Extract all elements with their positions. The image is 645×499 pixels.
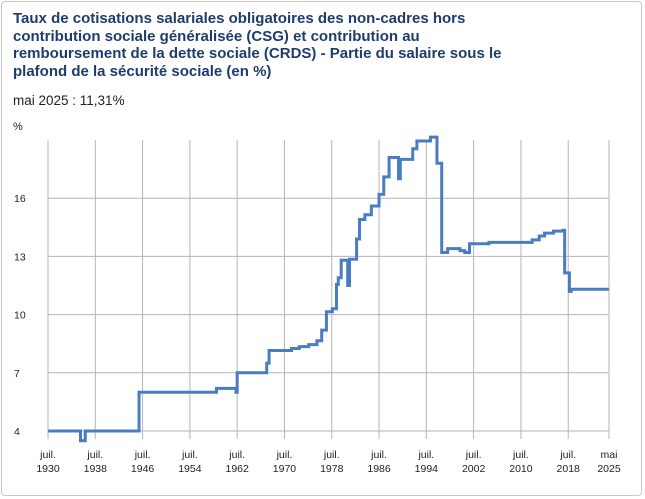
x-tick-label-month: mai <box>601 449 618 461</box>
x-tick-label-month: juil. <box>39 449 56 461</box>
x-tick-label-year: 2002 <box>462 463 486 475</box>
x-tick-label-year: 1938 <box>84 463 108 475</box>
x-tick-label-month: juil. <box>181 449 198 461</box>
y-tick-label: 16 <box>14 193 26 205</box>
x-tick-label-year: 2018 <box>557 463 581 475</box>
x-tick-label-year: 1954 <box>178 463 202 475</box>
x-tick-label-month: juil. <box>512 449 529 461</box>
x-tick-label-year: 1962 <box>225 463 249 475</box>
x-tick-label-year: 1946 <box>131 463 155 475</box>
y-tick-label: 7 <box>14 368 20 380</box>
x-tick-label-year: 2010 <box>509 463 533 475</box>
x-tick-label-year: 1978 <box>320 463 344 475</box>
x-tick-label-year: 1930 <box>36 463 60 475</box>
x-tick-label-month: juil. <box>370 449 387 461</box>
y-axis-unit: % <box>13 121 23 133</box>
chart-title: Taux de cotisations salariales obligatoi… <box>13 10 502 80</box>
y-tick-label: 10 <box>14 310 26 322</box>
x-tick-label-year: 1986 <box>367 463 391 475</box>
x-tick-label-year: 1970 <box>273 463 297 475</box>
y-tick-label: 13 <box>14 251 26 263</box>
x-tick-label-month: juil. <box>323 449 340 461</box>
y-tick-label: 4 <box>14 426 20 438</box>
x-tick-label-month: juil. <box>228 449 245 461</box>
x-tick-label-month: juil. <box>86 449 103 461</box>
x-tick-label-month: juil. <box>276 449 293 461</box>
x-tick-label-year: 1994 <box>415 463 439 475</box>
x-tick-label-year: 2025 <box>597 463 621 475</box>
chart-subtitle: mai 2025 : 11,31% <box>13 93 125 108</box>
x-tick-label-month: juil. <box>465 449 482 461</box>
series-line <box>48 135 609 443</box>
x-tick-label-month: juil. <box>417 449 434 461</box>
x-tick-label-month: juil. <box>559 449 576 461</box>
x-tick-label-month: juil. <box>134 449 151 461</box>
